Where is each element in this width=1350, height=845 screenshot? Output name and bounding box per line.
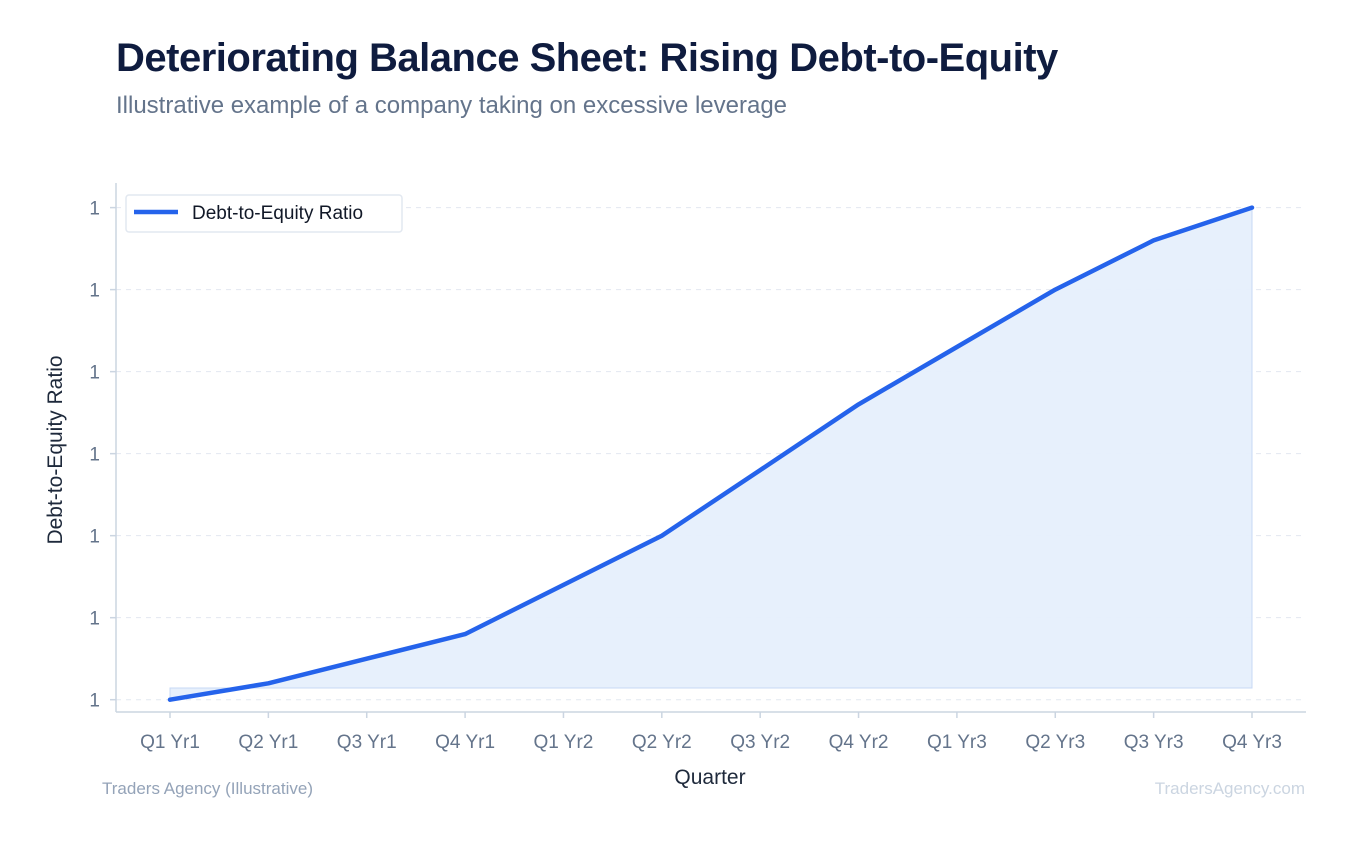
chart-title: Deteriorating Balance Sheet: Rising Debt… <box>116 36 1058 80</box>
y-tick-label: 1 <box>89 281 100 302</box>
x-axis-label: Quarter <box>674 766 745 789</box>
legend: Debt-to-Equity Ratio <box>125 194 403 233</box>
x-tick-label: Q3 Yr2 <box>730 732 790 753</box>
y-tick-label: 1 <box>89 609 100 630</box>
x-tick-label: Q1 Yr3 <box>927 732 987 753</box>
footer-site: TradersAgency.com <box>1154 779 1305 798</box>
chart-subtitle: Illustrative example of a company taking… <box>116 92 788 119</box>
y-tick-label: 1 <box>89 363 100 384</box>
y-tick-labels: 1 1 1 1 1 1 1 <box>89 199 100 712</box>
series-line <box>167 205 1255 702</box>
y-tick-label: 1 <box>89 527 100 548</box>
y-tick-label: 1 <box>89 199 100 220</box>
x-tick-label: Q4 Yr1 <box>435 732 495 753</box>
x-tick-label: Q4 Yr2 <box>829 732 889 753</box>
axes <box>110 183 1306 718</box>
y-tick-label: 1 <box>89 691 100 712</box>
y-tick-label: 1 <box>89 445 100 466</box>
legend-label: Debt-to-Equity Ratio <box>192 203 363 224</box>
x-tick-label: Q1 Yr2 <box>534 732 594 753</box>
x-tick-label: Q3 Yr1 <box>337 732 397 753</box>
footer-source: Traders Agency (Illustrative) <box>102 779 313 798</box>
x-tick-label: Q3 Yr3 <box>1124 732 1184 753</box>
x-tick-labels: Q1 Yr1 Q2 Yr1 Q3 Yr1 Q4 Yr1 Q1 Yr2 Q2 Yr2 Q3 Y… <box>140 732 1282 753</box>
x-tick-label: Q2 Yr1 <box>238 732 298 753</box>
x-tick-label: Q4 Yr3 <box>1222 732 1282 753</box>
y-axis-label: Debt-to-Equity Ratio <box>44 355 67 544</box>
x-tick-label: Q2 Yr3 <box>1025 732 1085 753</box>
x-tick-label: Q2 Yr2 <box>632 732 692 753</box>
x-tick-label: Q1 Yr1 <box>140 732 200 753</box>
